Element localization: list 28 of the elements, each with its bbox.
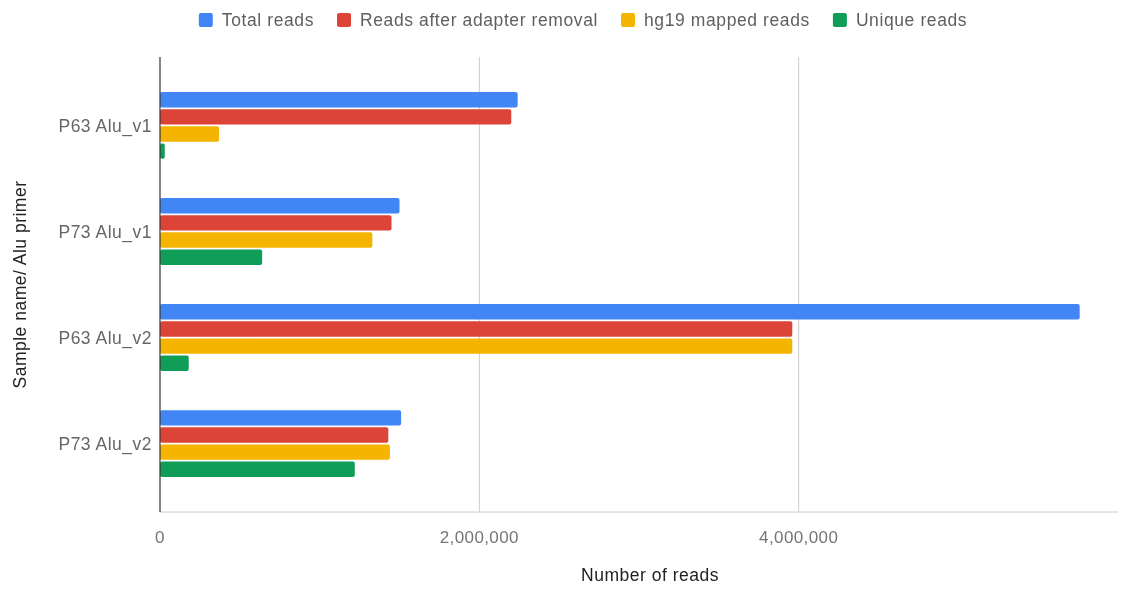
legend-label: Reads after adapter removal [360,10,599,31]
x-axis-title: Number of reads [581,565,719,585]
bar [160,304,1080,320]
bar [160,410,402,426]
bar [160,215,392,231]
bar [160,427,389,443]
x-tick-label: 0 [155,527,165,547]
bar [160,461,355,477]
bar [160,92,518,108]
legend-label: Total reads [221,10,315,31]
legend-label: hg19 mapped reads [644,10,810,31]
bar [160,198,400,214]
bar [160,444,390,460]
y-tick-label: P63 Alu_v2 [58,327,152,349]
bar [160,232,373,248]
y-tick-label: P73 Alu_v1 [58,221,152,243]
y-tick-label: P63 Alu_v1 [58,115,152,137]
bar [160,338,793,354]
bar [160,321,793,337]
bar [160,109,512,125]
bar [160,126,220,142]
legend-label: Unique reads [855,10,968,31]
y-tick-label: P73 Alu_v2 [58,433,152,455]
x-tick-label: 4,000,000 [759,527,839,547]
bar [160,355,189,371]
y-axis-title: Sample name/ Alu primer [10,180,31,389]
x-tick-label: 2,000,000 [439,527,519,547]
bar [160,249,263,265]
